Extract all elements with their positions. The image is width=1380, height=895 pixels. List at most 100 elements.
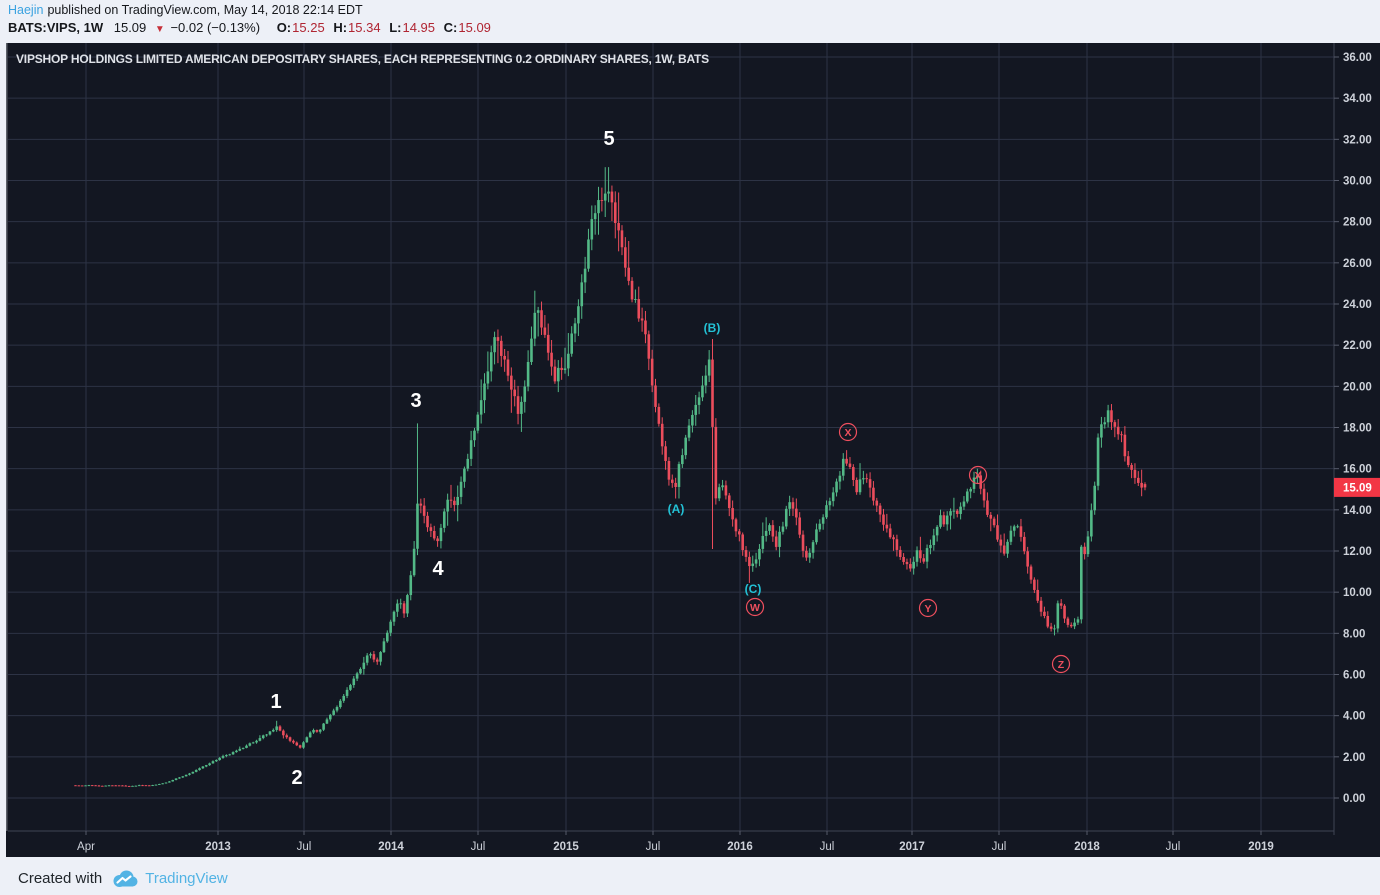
candle-body [979,475,983,489]
candle-body [1046,615,1050,627]
candle-body [1076,619,1080,623]
candle-body [959,506,962,514]
candle-body [852,467,855,480]
candle-body [144,785,148,787]
candle-body [707,359,711,376]
time-axis[interactable]: Apr 2013 Jul 2014 Jul 2015 Jul 2016 Jul 2017 Jul 20… [8,830,1334,853]
candle-body [949,511,952,516]
candle-body [332,710,335,715]
candle-body [80,785,84,787]
candle-body [1113,422,1117,427]
candle-body [885,524,889,529]
candle-body [563,368,567,371]
candle-body [624,247,627,268]
candle-body [617,223,620,231]
candle-body [329,714,332,720]
candle-body [1120,434,1123,436]
close-label: C: [443,20,458,35]
last-price-tag-value: 15.09 [1343,482,1372,494]
candle-body [613,202,617,224]
candle-body [855,479,858,493]
candle-body [288,737,292,741]
candle-body [107,785,111,787]
candle-body [701,385,704,398]
candle-body [194,770,198,772]
snapshot-footer: Created with TradingView [18,864,228,892]
candle-body [664,446,667,461]
time-axis-label: 2017 [899,841,925,853]
candle-body [308,732,312,738]
candle-body [372,654,376,660]
candle-body [147,785,151,787]
candle-body [1009,530,1013,542]
candle-body [204,765,208,767]
candle-body [969,488,972,492]
candle-body [456,496,460,506]
candle-body [667,460,671,480]
candle-body [513,389,516,397]
candle-body [121,785,124,787]
price-axis[interactable]: 0.00 2.00 4.00 6.00 8.00 10.00 12.00 14.00 16.00… [1333,43,1372,835]
candle-body [784,508,788,527]
candle-body [1106,410,1110,423]
candle-body [1096,437,1100,486]
candle-body [697,397,701,405]
candle-body [774,536,778,547]
candle-body [761,535,765,549]
candle-body [1100,424,1103,438]
price-axis-label: 34.00 [1343,93,1372,105]
candle-body [748,556,751,567]
candle-body [516,396,520,414]
candle-body [1136,477,1140,483]
candle-body [453,500,456,506]
candle-body [724,485,728,496]
candle-body [137,785,141,787]
candle-body [620,230,624,248]
chart-panel[interactable]: 1 2 3 4 5 (A) (B) (C) W X Y X Z 0.00 2.00 4.00 6.00 8.00 1… [6,43,1380,857]
candle-body [711,359,714,427]
elliott-wave-number: 4 [432,558,444,580]
candle-body [684,437,687,456]
elliott-wave-number: 1 [270,691,281,713]
candle-body [523,386,527,402]
candle-body [432,530,436,539]
candle-body [932,535,936,546]
candle-body [375,659,379,662]
time-axis-label: 2019 [1248,841,1274,853]
candle-body [1016,526,1019,528]
candle-body [439,527,443,542]
candle-body [553,366,557,382]
elliott-wave-number: 3 [410,390,421,412]
candle-body [835,481,838,493]
candle-body [1110,410,1113,423]
candle-body [496,337,500,341]
candle-body [1006,541,1009,554]
tradingview-brand-link[interactable]: TradingView [145,869,228,887]
candle-body [352,678,356,686]
time-axis-label: 2018 [1074,841,1100,853]
candle-body [272,729,275,732]
price-axis-label: 10.00 [1343,587,1372,599]
candle-body [268,731,272,735]
candle-body [909,564,912,569]
candle-body [1059,603,1063,606]
candle-body [285,735,289,738]
candle-body [389,621,392,633]
candle-body [1126,456,1130,466]
author-link[interactable]: Haejin [8,3,44,17]
candle-body [282,730,285,736]
candle-body [902,556,905,562]
candle-body [104,785,107,787]
high-value: 15.34 [348,20,381,35]
tradingview-logo-icon[interactable] [112,869,138,888]
candle-body [691,414,694,426]
candle-body [647,334,651,359]
candle-body [90,785,94,787]
time-axis-label: Jul [1166,841,1181,853]
candle-body [640,318,644,321]
candlestick-chart[interactable]: 1 2 3 4 5 (A) (B) (C) W X Y X Z 0.00 2.00 4.00 6.00 8.00 1… [6,43,1380,857]
price-axis-label: 20.00 [1343,381,1372,393]
candle-body [114,785,118,787]
candle-body [171,780,175,782]
candle-body [151,785,154,787]
